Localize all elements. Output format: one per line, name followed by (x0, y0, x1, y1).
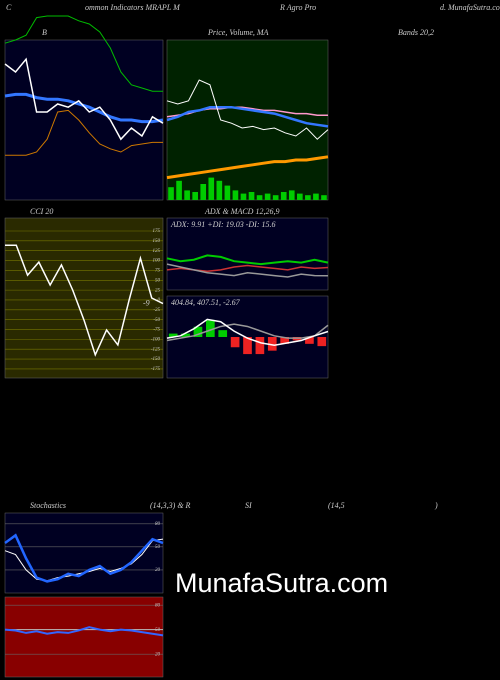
bar (297, 193, 303, 200)
series-line (166, 263, 329, 278)
chart-title: CCI 20 (30, 207, 53, 216)
y-tick-label: -75 (153, 328, 160, 333)
y-tick-label: 100 (153, 259, 161, 264)
bar (317, 337, 327, 347)
bar (248, 192, 255, 200)
panel (166, 39, 329, 201)
series-line (4, 57, 164, 141)
bar (216, 180, 223, 200)
bar (243, 337, 252, 355)
chart-title: ADX & MACD 12,26,9 (204, 207, 279, 216)
y-tick-label: 20 (155, 652, 161, 657)
panel (4, 512, 164, 594)
y-tick-label: 50 (155, 278, 161, 283)
chart-title: B (42, 28, 47, 37)
y-tick-label: 50 (155, 545, 161, 550)
bar (305, 195, 311, 200)
bar (168, 333, 178, 337)
y-tick-label: 150 (153, 239, 161, 244)
bar (272, 195, 279, 200)
panel (166, 217, 329, 291)
bar (176, 180, 182, 200)
bar (168, 187, 174, 200)
bar (288, 190, 295, 200)
y-tick-label: 80 (155, 603, 161, 608)
bar (280, 337, 289, 344)
header-text: d. MunafaSutra.com (440, 3, 500, 12)
bar (224, 185, 231, 200)
y-tick-label: 80 (155, 522, 161, 527)
bar (256, 195, 263, 200)
header-text: SI (245, 501, 252, 510)
y-tick-label: 20 (155, 568, 161, 573)
series-line (166, 254, 329, 266)
bar (240, 193, 247, 200)
header-text: Stochastics (30, 501, 66, 510)
series-line (4, 15, 163, 92)
bar (200, 184, 207, 200)
bar (218, 330, 228, 337)
value-label: -9 (143, 298, 150, 307)
y-tick-label: -150 (151, 357, 161, 362)
header-text: C (6, 3, 12, 12)
series-line (166, 318, 329, 346)
series-line (5, 109, 163, 156)
chart-title: Price, Volume, MA (207, 28, 269, 37)
bar (255, 337, 265, 355)
bar (264, 193, 271, 200)
bar (208, 177, 215, 200)
y-tick-label: -175 (151, 367, 161, 372)
y-tick-label: 175 (153, 229, 161, 234)
y-tick-label: 50 (155, 628, 161, 633)
y-tick-label: 125 (153, 249, 161, 254)
y-tick-label: 0 (158, 298, 161, 303)
bar (181, 333, 190, 337)
y-tick-label: -125 (151, 347, 161, 352)
y-tick-label: 75 (155, 269, 161, 274)
bar (267, 337, 277, 351)
watermark: MunafaSutra.com (175, 568, 388, 598)
annotation: 404.84, 407.51, -2.67 (171, 298, 241, 307)
header-text: (14,3,3) & R (150, 501, 191, 510)
bar (206, 319, 215, 337)
panel (4, 217, 164, 379)
header-text: ommon Indicators MRAPL M (85, 3, 181, 12)
header-text: ) (434, 501, 438, 510)
header-text: Bands 20,2 (398, 28, 434, 37)
y-tick-label: 25 (155, 288, 161, 293)
y-tick-label: -100 (151, 338, 161, 343)
series-line (4, 533, 164, 583)
series-line (166, 155, 329, 180)
bar (232, 190, 239, 200)
bar (184, 190, 190, 200)
header-text: R Agro Pro (279, 3, 316, 12)
series-line (5, 244, 164, 357)
bar (192, 192, 198, 200)
panel (4, 596, 164, 678)
series-line (4, 626, 164, 637)
y-tick-label: -25 (153, 308, 160, 313)
bar (321, 195, 327, 200)
series-line (166, 323, 329, 342)
bar (280, 192, 287, 200)
bar (230, 337, 240, 348)
header-text: (14,5 (328, 501, 345, 510)
annotation: ADX: 9.91 +DI: 19.03 -DI: 15.6 (170, 220, 276, 229)
y-tick-label: -50 (153, 318, 160, 323)
series-line (166, 79, 329, 140)
bar (313, 193, 319, 200)
series-line (166, 105, 329, 128)
bar (305, 337, 314, 344)
bar (193, 326, 203, 337)
